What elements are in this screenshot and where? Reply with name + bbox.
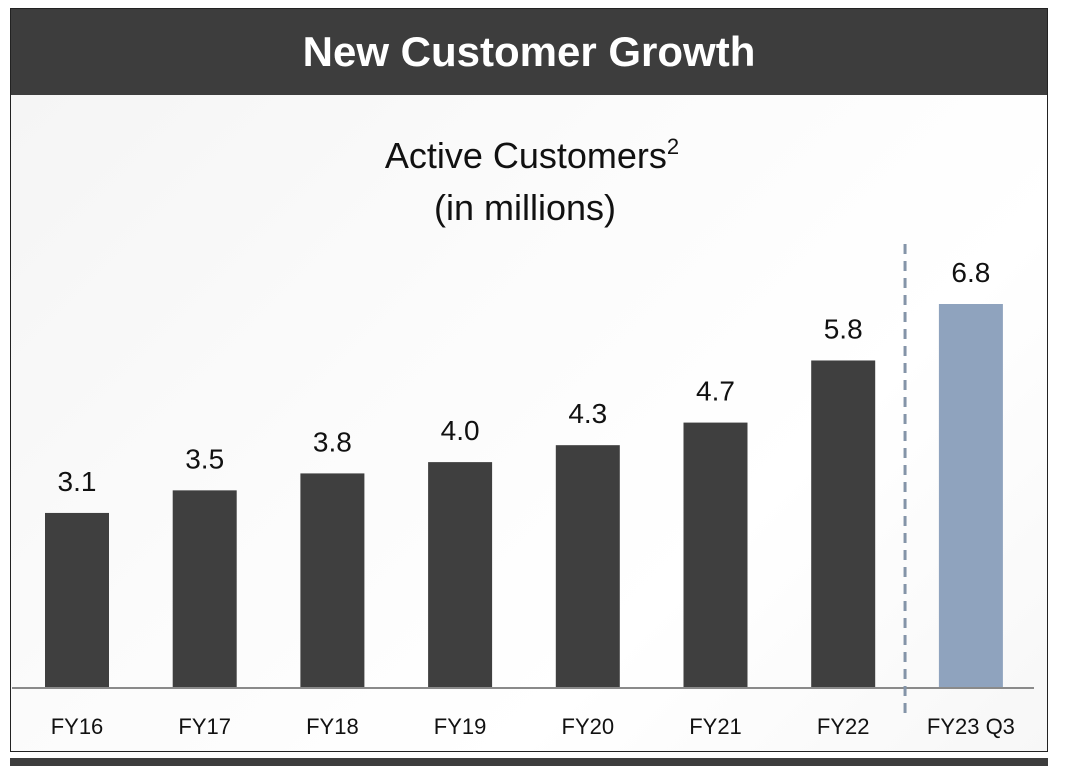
bar-fy17: [172, 490, 237, 688]
x-tick-label: FY16: [51, 714, 104, 739]
value-label: 4.7: [696, 376, 735, 407]
value-label: 4.3: [568, 398, 607, 429]
x-tick-label: FY18: [306, 714, 359, 739]
value-label: 4.0: [441, 415, 480, 446]
chart-subtitle: (in millions): [434, 187, 616, 228]
page-title: New Customer Growth: [11, 9, 1047, 95]
chart-title: Active Customers2: [385, 134, 679, 176]
value-label: 5.8: [824, 313, 863, 344]
bar-fy20: [555, 445, 620, 688]
x-tick-label: FY17: [178, 714, 231, 739]
x-tick-label: FY22: [817, 714, 870, 739]
value-label: 6.8: [951, 257, 990, 288]
bar-fy18: [300, 473, 365, 688]
bottom-bar: [10, 758, 1048, 766]
bar-fy22: [811, 360, 876, 688]
bar-fy21: [683, 422, 748, 688]
x-tick-label: FY19: [434, 714, 487, 739]
bar-fy19: [428, 462, 493, 688]
x-tick-label: FY20: [562, 714, 615, 739]
value-label: 3.1: [58, 466, 97, 497]
bar-fy16: [45, 512, 109, 688]
value-label: 3.5: [185, 443, 224, 474]
value-label: 3.8: [313, 426, 352, 457]
x-tick-label: FY21: [689, 714, 742, 739]
x-tick-label: FY23 Q3: [927, 714, 1015, 739]
bar-fy23-q3: [938, 304, 1003, 688]
